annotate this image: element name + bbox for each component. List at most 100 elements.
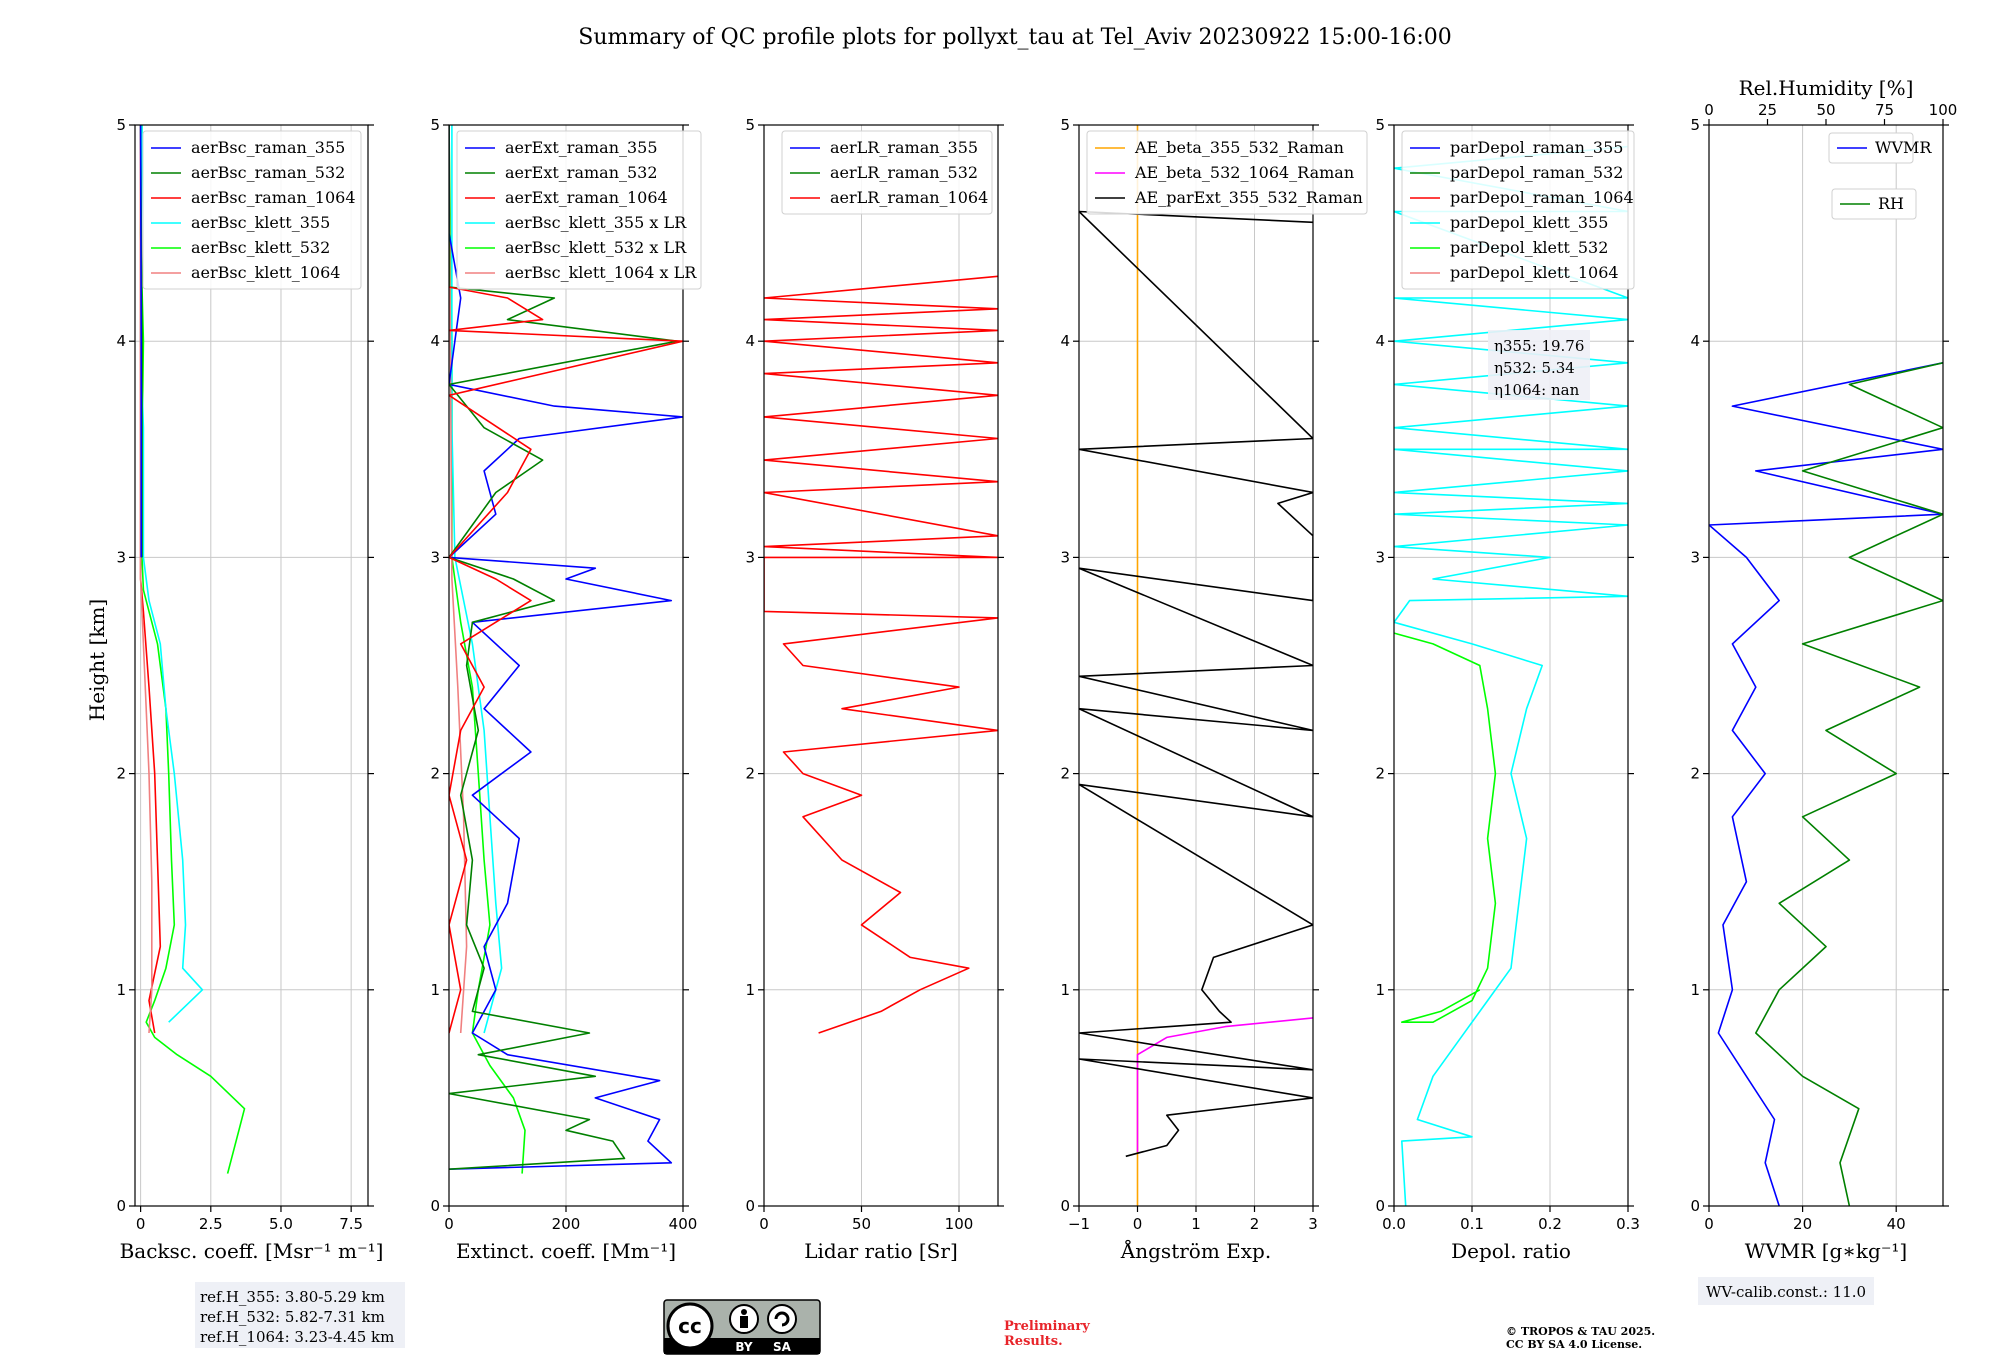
series-line-ae-beta-532-1064-raman: [1136, 1017, 1313, 1152]
figure-title: Summary of QC profile plots for pollyxt_…: [578, 25, 1451, 50]
x-tick-label: 400: [669, 1215, 698, 1233]
y-tick-label: 0: [1690, 1197, 1700, 1215]
legend-label: parDepol_klett_1064: [1450, 263, 1619, 282]
legend-label: aerBsc_klett_355: [191, 213, 330, 232]
sa-arrow-icon: [767, 1304, 797, 1334]
series-line-aerbsc-klett-355-x-lr: [451, 125, 503, 1034]
panel-4-grid: [1078, 125, 1314, 1206]
y-tick-label: 0: [745, 1197, 755, 1215]
series-line-pardepol-klett-355: [1394, 145, 1628, 1206]
legend-label: aerBsc_klett_532: [191, 238, 330, 257]
x-tick-label: 0.2: [1538, 1215, 1562, 1233]
panels: 0 2.5 5.0 7.5 0 1 2 3 4 5 Backsc. coeff. [Msr⁻¹ m⁻…: [116, 76, 1957, 1263]
panel-3-frame: [763, 124, 999, 1207]
preliminary-text-line1: Preliminary: [1004, 1319, 1090, 1334]
panel-1-legend: aerBsc_raman_355 aerBsc_raman_532 aerBsc_r…: [142, 130, 362, 290]
by-person-body: [740, 1316, 748, 1328]
panel-5: 0.0 0.1 0.2 0.3 0 1 2 3 4 5 Depol. ratio parDepol_r…: [1375, 116, 1639, 1263]
ref-height-box-bg: [195, 1282, 405, 1348]
y-tick-label: 5: [1375, 116, 1385, 134]
ref-height-355: ref.H_355: 3.80-5.29 km: [200, 1288, 385, 1306]
panel-1: 0 2.5 5.0 7.5 0 1 2 3 4 5 Backsc. coeff. [Msr⁻¹ m⁻…: [116, 116, 383, 1263]
y-tick-label: 4: [430, 332, 440, 350]
panel-1-frame: [134, 124, 369, 1207]
x-tick-label: 0: [1133, 1215, 1143, 1233]
eta-532: η532: 5.34: [1494, 359, 1575, 377]
legend-label: parDepol_raman_1064: [1450, 188, 1634, 207]
legend-label: aerBsc_klett_532 x LR: [505, 238, 687, 257]
series-line-rh: [1755, 362, 1943, 1206]
legend-label: aerExt_raman_355: [505, 138, 658, 157]
x-tick-label: 0: [444, 1215, 454, 1233]
preliminary-text-line2: Results.: [1004, 1334, 1063, 1349]
x-tick-label: 40: [1887, 1215, 1906, 1233]
x-tick-label: 20: [1793, 1215, 1812, 1233]
y-tick-label: 1: [430, 981, 440, 999]
x-tick-label: 5.0: [269, 1215, 293, 1233]
x-tick-label: 200: [552, 1215, 581, 1233]
series-line-pardepol-klett-532: [1394, 632, 1497, 1024]
y-tick-label: 2: [116, 765, 126, 783]
panel-6: 0 20 40 0 1 2 3 4 5 WVMR [g∗kg⁻¹] 0 25 50 75 100 Rel.Hu…: [1690, 76, 1957, 1263]
y-tick-label: 3: [116, 548, 126, 566]
legend-label: parDepol_klett_355: [1450, 213, 1608, 232]
eta-1064: η1064: nan: [1494, 381, 1580, 399]
x-axis-label: Lidar ratio [Sr]: [804, 1239, 958, 1263]
series-line-aerbsc-klett-532-x-lr: [449, 125, 526, 1174]
legend-label: AE_parExt_355_532_Raman: [1134, 188, 1363, 207]
y-tick-label: 5: [1060, 116, 1070, 134]
x-tick-label: 1: [1191, 1215, 1201, 1233]
y-tick-label: 5: [1690, 116, 1700, 134]
legend-label: AE_beta_355_532_Raman: [1134, 138, 1344, 157]
panel-5-series: [1394, 145, 1628, 1206]
cc-circle-icon: [666, 1302, 714, 1350]
y-tick-label: 1: [1690, 981, 1700, 999]
legend-label: aerExt_raman_1064: [505, 188, 668, 207]
legend-box: [142, 130, 362, 290]
eta-box: η355: 19.76 η532: 5.34 η1064: nan: [1488, 330, 1590, 400]
y-tick-label: 4: [1060, 332, 1070, 350]
series-line-aerbsc-klett-355: [139, 125, 204, 1023]
x-axis-label: Extinct. coeff. [Mm⁻¹]: [456, 1239, 676, 1263]
y-tick-label: 1: [745, 981, 755, 999]
legend-box: [781, 130, 993, 215]
series-line-aerlr-raman-1064: [764, 275, 998, 1034]
legend-box: [1086, 130, 1368, 215]
x-tick-label: 0: [759, 1215, 769, 1233]
x-top-tick-label: 25: [1758, 101, 1777, 119]
cc-by-label: BY: [735, 1340, 752, 1354]
legend-label: aerBsc_raman_355: [191, 138, 345, 157]
legend-label: aerLR_raman_532: [830, 163, 978, 182]
legend-label: parDepol_raman_532: [1450, 163, 1623, 182]
x-top-tick-label: 50: [1816, 101, 1835, 119]
y-tick-label: 4: [1690, 332, 1700, 350]
y-tick-label: 1: [1375, 981, 1385, 999]
y-tick-label: 3: [1375, 548, 1385, 566]
panel-3-series: [764, 275, 998, 1034]
legend-box: [456, 130, 702, 290]
x-tick-label: 0.3: [1616, 1215, 1640, 1233]
legend-box: [1828, 132, 1914, 164]
x-tick-label: −1: [1068, 1215, 1090, 1233]
cc-by-sa-icon: cc BY SA: [663, 1299, 821, 1355]
y-axis-label: Height [km]: [85, 599, 109, 721]
y-tick-label: 5: [745, 116, 755, 134]
x-tick-label: 3: [1308, 1215, 1318, 1233]
y-tick-label: 5: [116, 116, 126, 134]
x-tick-label: 0: [1704, 1215, 1714, 1233]
legend-label: aerBsc_klett_355 x LR: [505, 213, 687, 232]
y-tick-label: 2: [745, 765, 755, 783]
ref-height-532: ref.H_532: 5.82-7.31 km: [200, 1308, 385, 1326]
panel-6-series: [1709, 362, 1943, 1206]
x-top-tick-label: 75: [1875, 101, 1894, 119]
series-line-aerext-raman-532: [449, 125, 678, 1170]
panel-6-legend: WVMR RH: [1828, 132, 1932, 220]
legend-label: WVMR: [1875, 138, 1932, 157]
panel-2-legend: aerExt_raman_355 aerExt_raman_532 aerExt_r…: [456, 130, 702, 290]
legend-box: [1401, 130, 1635, 290]
y-tick-label: 3: [745, 548, 755, 566]
y-tick-label: 3: [430, 548, 440, 566]
legend-label: aerBsc_raman_1064: [191, 188, 356, 207]
